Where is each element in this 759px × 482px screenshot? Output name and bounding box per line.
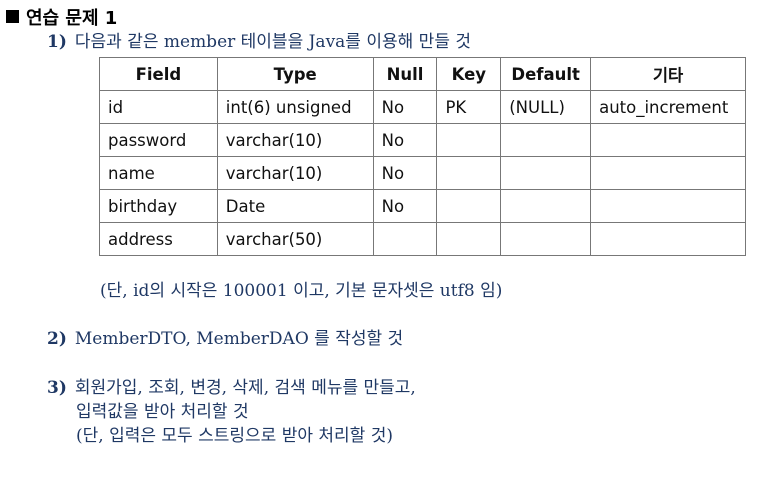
question-2-text: MemberDTO, MemberDAO 를 작성할 것 [74, 329, 404, 349]
cell-default [500, 156, 592, 190]
header-type: Type [216, 57, 374, 91]
question-2: 2) MemberDTO, MemberDAO 를 작성할 것 [47, 327, 403, 351]
cell-key [436, 156, 502, 190]
cell-type: varchar(10) [216, 156, 374, 190]
question-3-line-1: 회원가입, 조회, 변경, 삭제, 검색 메뉴를 만들고, [74, 378, 416, 398]
member-table-spec: Field Type Null Key Default 기타 id int(6)… [99, 57, 746, 256]
header-field: Field [99, 57, 218, 91]
table-row: password varchar(10) No [99, 123, 746, 157]
cell-etc: auto_increment [590, 90, 746, 124]
square-bullet-icon [6, 10, 19, 23]
cell-default [500, 189, 592, 223]
question-3-number: 3) [47, 378, 67, 398]
cell-null: No [372, 90, 438, 124]
cell-etc [590, 222, 746, 256]
cell-field: address [99, 222, 218, 256]
cell-type: Date [216, 189, 374, 223]
table-row: name varchar(10) No [99, 156, 746, 190]
question-3: 3) 회원가입, 조회, 변경, 삭제, 검색 메뉴를 만들고, 입력값을 받아 … [47, 376, 416, 448]
header-default: Default [500, 57, 592, 91]
table-row: id int(6) unsigned No PK (NULL) auto_inc… [99, 90, 746, 124]
header-key: Key [436, 57, 502, 91]
cell-key [436, 123, 502, 157]
cell-type: int(6) unsigned [216, 90, 374, 124]
cell-etc [590, 189, 746, 223]
question-1-note: (단, id의 시작은 100001 이고, 기본 문자셋은 utf8 임) [100, 281, 503, 301]
question-3-line-3: (단, 입력은 모두 스트링으로 받아 처리할 것) [76, 426, 393, 446]
cell-etc [590, 156, 746, 190]
question-3-line-2: 입력값을 받아 처리할 것 [76, 402, 249, 422]
question-1-number: 1) [47, 32, 67, 52]
cell-null: No [372, 189, 438, 223]
question-1-text: 다음과 같은 member 테이블을 Java를 이용해 만들 것 [74, 32, 472, 52]
cell-type: varchar(10) [216, 123, 374, 157]
cell-default [500, 123, 592, 157]
table-header-row: Field Type Null Key Default 기타 [99, 57, 746, 91]
cell-key: PK [436, 90, 502, 124]
header-etc: 기타 [590, 57, 746, 91]
cell-null [372, 222, 438, 256]
cell-field: birthday [99, 189, 218, 223]
cell-null: No [372, 156, 438, 190]
cell-default [500, 222, 592, 256]
cell-null: No [372, 123, 438, 157]
header-null: Null [372, 57, 438, 91]
table-row: address varchar(50) [99, 222, 746, 256]
cell-key [436, 189, 502, 223]
exercise-title: 연습 문제 1 [6, 4, 117, 30]
question-2-number: 2) [47, 329, 67, 349]
exercise-title-text: 연습 문제 1 [26, 8, 118, 29]
cell-field: id [99, 90, 218, 124]
cell-field: name [99, 156, 218, 190]
cell-key [436, 222, 502, 256]
table-row: birthday Date No [99, 189, 746, 223]
cell-etc [590, 123, 746, 157]
question-1: 1) 다음과 같은 member 테이블을 Java를 이용해 만들 것 [47, 30, 471, 54]
cell-field: password [99, 123, 218, 157]
cell-default: (NULL) [500, 90, 592, 124]
cell-type: varchar(50) [216, 222, 374, 256]
